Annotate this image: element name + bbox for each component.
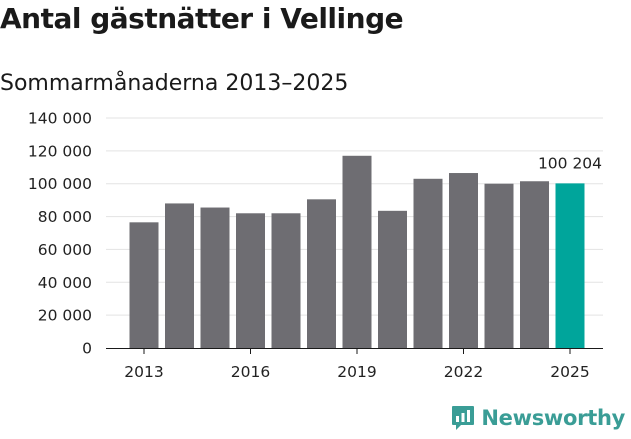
x-tick-label: 2019 xyxy=(337,363,376,381)
y-tick-label: 40 000 xyxy=(38,274,92,292)
bar xyxy=(236,213,265,348)
x-tick-label: 2022 xyxy=(444,363,483,381)
y-tick-label: 140 000 xyxy=(28,110,92,128)
x-tick-label: 2013 xyxy=(124,363,163,381)
bar xyxy=(378,210,407,348)
bar xyxy=(165,203,194,348)
bar xyxy=(307,199,336,348)
bar-chart: 0 20 000 40 000 60 000 80 000 100 000 120 000 1… xyxy=(28,110,603,381)
bar xyxy=(342,155,372,348)
bar xyxy=(200,207,230,348)
y-tick-label: 0 xyxy=(82,340,92,358)
newsworthy-logo-icon xyxy=(452,406,475,430)
y-tick-label: 80 000 xyxy=(38,208,92,226)
chart-subtitle: Sommarmånaderna 2013–2025 xyxy=(0,71,349,96)
data-label: 100 204 xyxy=(538,154,602,172)
bar xyxy=(413,178,443,348)
bar xyxy=(271,213,301,348)
chart-title: Antal gästnätter i Vellinge xyxy=(0,2,404,35)
bar xyxy=(129,222,159,348)
x-tick-label: 2025 xyxy=(550,363,589,381)
bar xyxy=(449,173,478,348)
brand-logo[interactable]: Newsworthy xyxy=(451,405,625,431)
y-tick-label: 120 000 xyxy=(28,142,92,160)
brand-name: Newsworthy xyxy=(481,406,625,430)
bar-highlight xyxy=(555,183,585,348)
y-tick-label: 20 000 xyxy=(38,307,92,325)
x-tick-label: 2016 xyxy=(231,363,270,381)
y-tick-label: 60 000 xyxy=(38,241,92,259)
bar xyxy=(520,181,549,348)
bar xyxy=(484,183,514,348)
y-tick-label: 100 000 xyxy=(28,175,92,193)
